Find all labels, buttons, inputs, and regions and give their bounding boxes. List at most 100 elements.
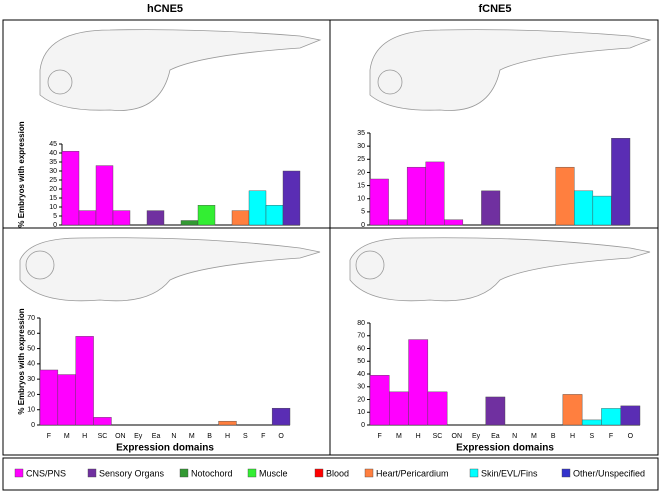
y-tick-label: 40 xyxy=(49,150,57,157)
y-tick-label: 10 xyxy=(27,407,35,414)
bar xyxy=(555,166,575,226)
y-tick-label: 5 xyxy=(361,209,365,216)
x-tick-label: F xyxy=(261,433,265,440)
bar xyxy=(95,165,114,226)
legend-label: Skin/EVL/Fins xyxy=(481,468,538,478)
legend-swatch xyxy=(561,468,571,478)
bar xyxy=(389,391,409,426)
bar xyxy=(248,190,267,226)
x-tick-label: B xyxy=(551,433,556,440)
bar xyxy=(425,161,445,226)
legend-label: Other/Unspecified xyxy=(573,468,645,478)
legend-swatch xyxy=(247,468,257,478)
legend-swatch xyxy=(364,468,374,478)
bar xyxy=(78,210,97,226)
y-tick-label: 25 xyxy=(357,156,365,163)
bar xyxy=(146,210,165,226)
y-tick-label: 40 xyxy=(27,361,35,368)
bar xyxy=(592,195,612,226)
y-tick-label: 30 xyxy=(357,143,365,150)
legend-label: CNS/PNS xyxy=(26,468,66,478)
legend-label: Heart/Pericardium xyxy=(376,468,449,478)
bar xyxy=(93,417,112,426)
y-tick-label: 45 xyxy=(49,141,57,148)
x-tick-label: ON xyxy=(115,433,126,440)
bar xyxy=(75,336,94,426)
y-tick-label: 35 xyxy=(357,130,365,137)
x-tick-label: H xyxy=(416,433,421,440)
x-tick-label: F xyxy=(609,433,613,440)
bar xyxy=(485,396,506,426)
column-title: fCNE5 xyxy=(478,3,511,15)
x-tick-label: F xyxy=(378,433,382,440)
legend-label: Blood xyxy=(326,468,349,478)
bar xyxy=(231,210,250,226)
x-tick-label: M xyxy=(189,433,195,440)
legend-swatch xyxy=(469,468,479,478)
y-tick-label: 70 xyxy=(357,333,365,340)
bar xyxy=(218,420,237,426)
legend-swatch xyxy=(14,468,24,478)
bar xyxy=(369,178,389,226)
legend-label: Sensory Organs xyxy=(99,468,165,478)
bar xyxy=(282,170,301,226)
legend-frame xyxy=(2,457,659,491)
x-tick-label: S xyxy=(243,433,248,440)
column-title: hCNE5 xyxy=(147,3,183,15)
bar xyxy=(581,419,602,426)
bar xyxy=(601,408,621,426)
legend-label: Muscle xyxy=(259,468,288,478)
y-tick-label: 50 xyxy=(357,358,365,365)
x-tick-label: H xyxy=(225,433,230,440)
x-tick-label: O xyxy=(278,433,284,440)
y-tick-label: 60 xyxy=(357,345,365,352)
y-tick-label: 10 xyxy=(49,204,57,211)
y-tick-label: 10 xyxy=(357,409,365,416)
bar xyxy=(427,391,448,426)
y-tick-label: 50 xyxy=(27,345,35,352)
x-tick-label: H xyxy=(82,433,87,440)
bar xyxy=(620,405,641,426)
y-tick-label: 20 xyxy=(27,391,35,398)
y-tick-label: 15 xyxy=(357,182,365,189)
y-tick-label: 0 xyxy=(31,422,35,429)
bar xyxy=(388,219,408,226)
y-tick-label: 70 xyxy=(27,315,35,322)
bar xyxy=(369,375,390,426)
x-tick-label: S xyxy=(589,433,594,440)
x-tick-label: Ey xyxy=(472,433,481,440)
x-tick-label: N xyxy=(171,433,176,440)
x-tick-label: ON xyxy=(452,433,463,440)
y-tick-label: 20 xyxy=(49,186,57,193)
y-tick-label: 30 xyxy=(27,376,35,383)
x-tick-label: O xyxy=(628,433,634,440)
bar xyxy=(562,394,583,426)
y-tick-label: 35 xyxy=(49,159,57,166)
legend-swatch xyxy=(314,468,324,478)
x-tick-label: SC xyxy=(433,433,443,440)
x-tick-label: F xyxy=(47,433,51,440)
bar xyxy=(271,407,291,426)
x-tick-label: Ey xyxy=(134,433,143,440)
y-tick-label: 30 xyxy=(357,384,365,391)
bar xyxy=(197,204,216,226)
x-axis-title: Expression domains xyxy=(116,443,214,454)
y-axis-title: % Embryos with expression xyxy=(17,121,26,227)
x-tick-label: M xyxy=(531,433,537,440)
bar xyxy=(61,150,80,226)
bar xyxy=(408,339,429,426)
x-tick-label: Ea xyxy=(152,433,161,440)
bar xyxy=(265,204,284,226)
y-tick-label: 80 xyxy=(357,320,365,327)
y-tick-label: 25 xyxy=(49,177,57,184)
bar xyxy=(481,190,501,226)
x-tick-label: M xyxy=(396,433,402,440)
bar xyxy=(57,374,76,426)
y-tick-label: 30 xyxy=(49,168,57,175)
y-tick-label: 0 xyxy=(361,222,365,229)
bar xyxy=(444,219,464,226)
y-tick-label: 40 xyxy=(357,371,365,378)
y-tick-label: 60 xyxy=(27,330,35,337)
bar xyxy=(112,210,131,226)
y-tick-label: 15 xyxy=(49,195,57,202)
